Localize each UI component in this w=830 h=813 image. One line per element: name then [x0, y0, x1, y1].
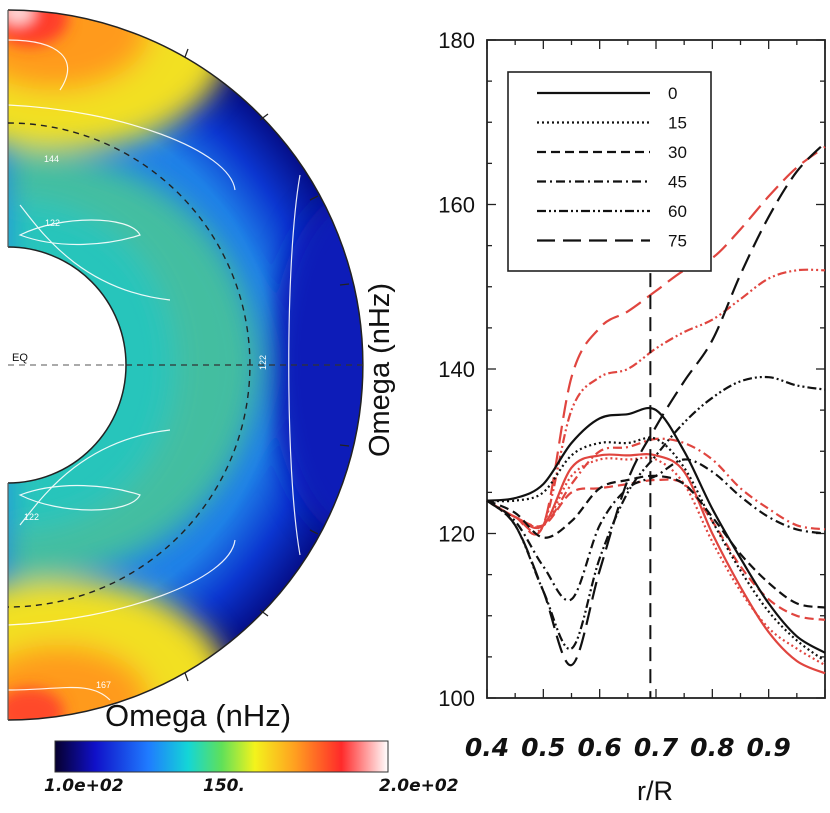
colorbar — [54, 740, 389, 773]
legend-label: 45 — [668, 173, 687, 192]
y-tick-label: 180 — [438, 28, 475, 53]
series-line-red-0 — [486, 453, 826, 675]
legend-label: 30 — [668, 143, 687, 162]
legend-label: 60 — [668, 202, 687, 221]
x-tick-labels: 0.4 0.5 0.6 0.7 0.8 0.9 — [465, 733, 791, 762]
colorbar-mid-label: 150. — [203, 776, 245, 796]
colorbar-title: Omega (nHz) — [105, 698, 291, 733]
outer-ticks — [184, 48, 350, 682]
x-tick-label: 0.5 — [521, 733, 565, 762]
axis-ticks — [486, 39, 826, 699]
contour-label: 122 — [24, 512, 39, 522]
y-tick-label: 160 — [438, 193, 475, 218]
series-line-black-45 — [486, 458, 826, 602]
x-axis-label: r/R — [637, 776, 673, 806]
colorbar-min-label: 1.0e+02 — [44, 776, 124, 796]
contour-label: 122 — [45, 218, 60, 228]
rotation-profile-plot: 100 120 140 160 180 0.4 0.5 0.6 0.7 0.8 0.9 Omega… — [364, 28, 826, 806]
contour-label: 122 — [258, 355, 268, 370]
contour-label: 144 — [44, 154, 59, 164]
legend-label: 75 — [668, 232, 687, 251]
x-tick-label: 0.7 — [634, 733, 679, 762]
legend-label: 0 — [668, 84, 677, 103]
x-tick-label: 0.4 — [465, 733, 509, 762]
x-tick-label: 0.9 — [747, 733, 791, 762]
series-line-red-45 — [486, 437, 826, 531]
series-line-red-30 — [486, 478, 826, 621]
equator-label: EQ — [12, 352, 28, 364]
contour-lines — [8, 39, 301, 701]
legend: 0 15 30 45 60 75 — [507, 71, 712, 272]
y-tick-labels: 100 120 140 160 180 — [438, 28, 475, 711]
series-line-red-15 — [486, 456, 826, 667]
legend-box — [507, 71, 712, 272]
series-line-black-60 — [486, 375, 826, 650]
legend-label: 15 — [668, 114, 687, 133]
y-tick-label: 100 — [438, 686, 475, 711]
contour-label: 167 — [96, 680, 111, 690]
series-line-black-15 — [486, 436, 826, 662]
series-line-black-0 — [486, 406, 826, 654]
y-axis-label: Omega (nHz) — [364, 283, 396, 457]
y-tick-label: 140 — [438, 357, 475, 382]
series-line-red-60 — [486, 268, 826, 534]
series-line-black-75 — [486, 142, 826, 667]
colorbar-max-label: 2.0e+02 — [379, 776, 459, 796]
series-line-red-75 — [486, 146, 826, 536]
x-tick-label: 0.8 — [690, 733, 734, 762]
x-tick-label: 0.6 — [578, 733, 622, 762]
contour-label: 122 — [45, 272, 60, 282]
y-tick-label: 120 — [438, 522, 475, 547]
inner-boundary — [7, 246, 127, 484]
